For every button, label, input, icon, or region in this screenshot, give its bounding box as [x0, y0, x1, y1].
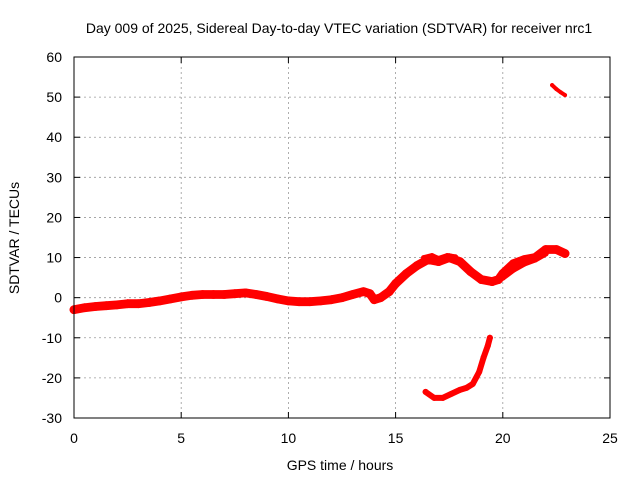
data-point	[209, 290, 218, 299]
series-band	[550, 83, 567, 98]
data-point	[486, 334, 493, 341]
data-point	[558, 90, 563, 95]
data-point	[448, 390, 455, 397]
y-tick-label: -10	[42, 330, 62, 346]
data-point	[262, 292, 272, 301]
plot-frame	[73, 56, 611, 419]
data-point	[499, 274, 506, 281]
data-point	[466, 267, 475, 276]
data-point	[305, 297, 315, 307]
y-tick-label: 0	[54, 290, 62, 306]
data-point	[112, 300, 122, 310]
data-point	[436, 256, 441, 261]
data-point	[521, 260, 528, 267]
data-point	[550, 83, 555, 88]
data-point	[552, 245, 561, 254]
data-point	[376, 293, 385, 303]
data-point	[219, 290, 229, 299]
data-point	[133, 299, 143, 309]
data-series	[69, 83, 570, 401]
y-tick-label: 10	[46, 250, 62, 266]
y-tick-label: 50	[46, 89, 62, 105]
data-point	[91, 302, 100, 311]
x-tick-label: 25	[602, 430, 618, 446]
x-tick-label: 10	[281, 430, 297, 446]
y-tick-label: -30	[42, 410, 62, 426]
data-point	[429, 253, 435, 258]
data-point	[484, 342, 491, 349]
data-point	[491, 278, 498, 285]
data-point	[80, 303, 90, 313]
data-point	[563, 93, 567, 98]
y-axis-label: SDTVAR / TECUs	[6, 182, 22, 294]
data-point	[422, 388, 429, 395]
x-tick-label: 0	[70, 430, 78, 446]
data-point	[477, 275, 486, 284]
axis-ticks	[73, 56, 611, 419]
data-point	[469, 380, 476, 387]
data-point	[455, 257, 465, 266]
tick-labels: 0 5 10 15 20 25 -30 -20 -10 0 10 20 30 40 50 60	[42, 49, 618, 446]
chart-title: Day 009 of 2025, Sidereal Day-to-day VTE…	[86, 20, 592, 36]
data-point	[560, 249, 570, 258]
y-tick-label: -20	[42, 370, 62, 386]
y-tick-label: 20	[46, 209, 62, 225]
data-point	[532, 256, 538, 263]
grid-lines	[74, 57, 610, 418]
data-point	[384, 287, 394, 296]
data-point	[554, 87, 559, 92]
data-point	[510, 266, 517, 273]
data-point	[198, 290, 208, 299]
data-point	[166, 294, 175, 304]
data-point	[480, 354, 487, 361]
data-point	[453, 254, 458, 260]
data-point	[241, 288, 250, 298]
data-point	[284, 296, 293, 306]
data-point	[144, 298, 154, 307]
data-point	[421, 255, 426, 260]
data-point	[439, 394, 446, 401]
data-point	[412, 261, 422, 270]
data-point	[230, 289, 240, 299]
data-point	[391, 279, 400, 288]
x-tick-label: 5	[177, 430, 185, 446]
data-point	[187, 290, 197, 300]
data-point	[348, 290, 358, 299]
data-point	[463, 384, 470, 391]
data-point	[316, 296, 325, 306]
data-point	[176, 292, 186, 302]
y-tick-label: 40	[46, 129, 62, 145]
data-point	[326, 295, 336, 305]
data-point	[401, 269, 411, 278]
data-point	[542, 250, 549, 257]
data-point	[273, 294, 283, 304]
x-tick-label: 15	[388, 430, 404, 446]
data-point	[294, 297, 304, 307]
y-tick-label: 30	[46, 169, 62, 185]
x-axis-label: GPS time / hours	[287, 457, 394, 473]
data-point	[123, 299, 132, 309]
data-point	[101, 301, 111, 311]
data-point	[444, 253, 450, 258]
data-point	[476, 368, 483, 375]
data-point	[155, 296, 165, 306]
y-tick-label: 60	[46, 49, 62, 65]
data-point	[251, 290, 261, 299]
data-point	[431, 394, 438, 401]
data-point	[456, 386, 463, 393]
x-tick-label: 20	[495, 430, 511, 446]
data-point	[337, 293, 347, 303]
